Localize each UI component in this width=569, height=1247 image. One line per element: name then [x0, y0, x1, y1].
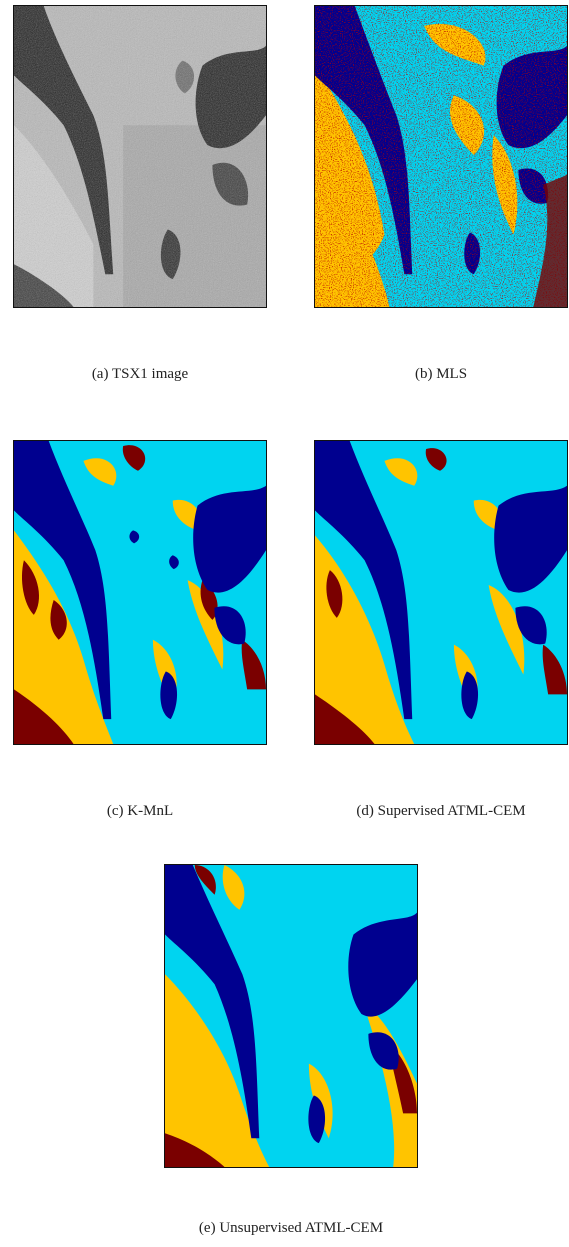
caption-b: (b) MLS [414, 366, 468, 382]
kmnl-segmentation-map [14, 441, 266, 744]
panel-a-image [13, 5, 267, 308]
panel-c-kmnl [13, 440, 267, 745]
caption-e: (e) Unsupervised ATML-CEM [198, 1220, 384, 1236]
caption-c: (c) K-MnL [106, 803, 174, 819]
tsx1-sar-image [14, 6, 266, 307]
panel-d-supervised-atml-cem [314, 440, 568, 745]
panel-e-unsupervised-atml-cem [164, 864, 418, 1168]
unsupervised-atml-cem-segmentation-map [165, 865, 417, 1167]
supervised-atml-cem-segmentation-map [315, 441, 567, 744]
mls-segmentation-map [315, 6, 567, 307]
panel-b-mls [314, 5, 568, 308]
caption-d: (d) Supervised ATML-CEM [356, 803, 526, 819]
caption-a: (a) TSX1 image [91, 366, 189, 382]
